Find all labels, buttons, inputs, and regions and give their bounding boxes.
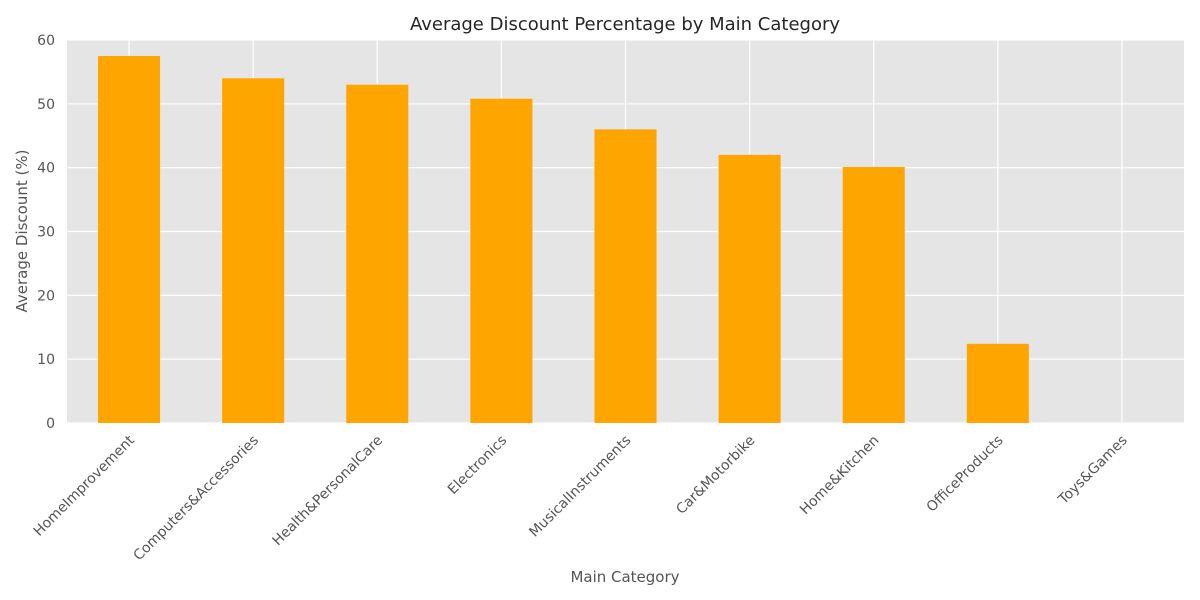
x-tick-label: Computers&Accessories [131,433,262,564]
y-axis-label: Average Discount (%) [13,150,31,313]
x-tick-label: Electronics [445,433,510,498]
x-tick-label: HomeImprovement [31,432,139,540]
y-tick-label: 0 [46,416,55,432]
y-tick-label: 40 [37,161,55,177]
bars [98,55,1029,424]
x-tick-label: Toys&Games [1055,433,1131,509]
bar-computers-accessories [222,78,285,424]
bar-electronics [470,98,533,423]
bar-health-personalcare [346,84,409,423]
bar-car-motorbike [718,154,781,423]
bar-officeproducts [966,343,1029,423]
y-tick-label: 20 [37,288,55,304]
x-tick-label: OfficeProducts [924,433,1007,516]
y-tick-label: 50 [37,97,55,113]
y-tick-label: 10 [37,352,55,368]
x-axis-label: Main Category [570,568,679,586]
y-tick-labels: 0 10 20 30 40 50 60 [37,33,55,432]
x-tick-label: Health&PersonalCare [270,433,387,550]
x-tick-label: Home&Kitchen [797,433,882,518]
y-tick-label: 60 [37,33,55,49]
x-tick-label: MusicalInstruments [526,433,634,541]
bar-homeimprovement [98,55,161,423]
chart-title: Average Discount Percentage by Main Cate… [410,14,840,35]
bar-musicalinstruments [594,129,657,423]
x-tick-label: Car&Motorbike [673,433,758,518]
bar-home-kitchen [842,167,905,423]
y-tick-label: 30 [37,225,55,241]
